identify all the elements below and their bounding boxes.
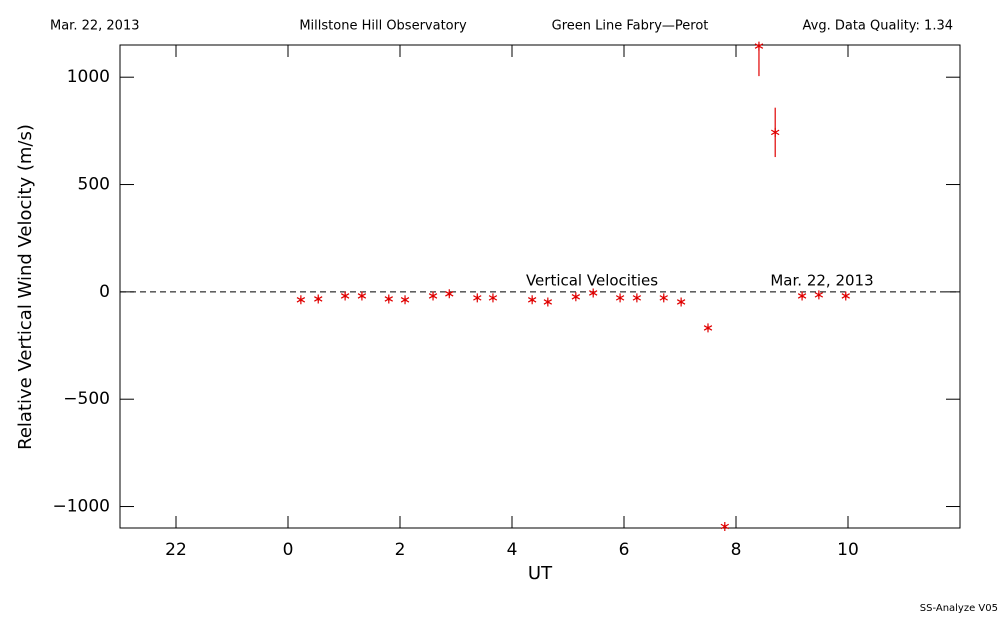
x-tick-label: 22 (165, 540, 187, 560)
point (384, 294, 393, 304)
x-tick-label: 2 (395, 540, 406, 560)
header-observatory: Millstone Hill Observatory (299, 19, 467, 34)
y-axis-label: Relative Vertical Wind Velocity (m/s) (15, 124, 36, 450)
header-instrument: Green Line Fabry—Perot (552, 19, 709, 34)
y-tick-label: −1000 (52, 497, 110, 517)
point (488, 293, 498, 303)
point (754, 41, 764, 51)
point (720, 521, 729, 531)
point (357, 291, 367, 301)
point (841, 291, 850, 301)
y-tick-label: 500 (78, 175, 110, 195)
point (615, 293, 625, 303)
point (400, 295, 410, 305)
point (428, 291, 438, 301)
y-tick-label: 0 (99, 282, 110, 302)
footer: SS-Analyze V05 (920, 603, 998, 614)
x-tick-label: 8 (731, 540, 742, 560)
point (676, 297, 686, 307)
x-axis-label: UT (528, 563, 553, 584)
x-tick-label: 10 (837, 540, 859, 560)
plot-frame (119, 44, 961, 529)
point (771, 127, 780, 137)
header-date: Mar. 22, 2013 (50, 19, 140, 34)
point (659, 293, 668, 303)
point (797, 291, 807, 301)
x-tick-label: 0 (283, 540, 294, 560)
point (703, 323, 713, 333)
point (296, 295, 306, 305)
x-tick-label: 4 (507, 540, 518, 560)
y-tick-label: 1000 (67, 67, 110, 87)
point (814, 290, 824, 300)
point (632, 293, 642, 303)
header-quality: Avg. Data Quality: 1.34 (803, 19, 953, 34)
point (314, 294, 323, 304)
point (589, 288, 598, 298)
point (473, 293, 482, 303)
annotation: Mar. 22, 2013 (770, 271, 873, 289)
point (340, 291, 350, 301)
y-tick-label: −500 (63, 389, 110, 409)
x-tick-label: 6 (619, 540, 630, 560)
point (445, 289, 454, 299)
point (543, 297, 553, 307)
annotation: Vertical Velocities (526, 271, 658, 289)
point (571, 292, 581, 302)
point (527, 295, 537, 305)
